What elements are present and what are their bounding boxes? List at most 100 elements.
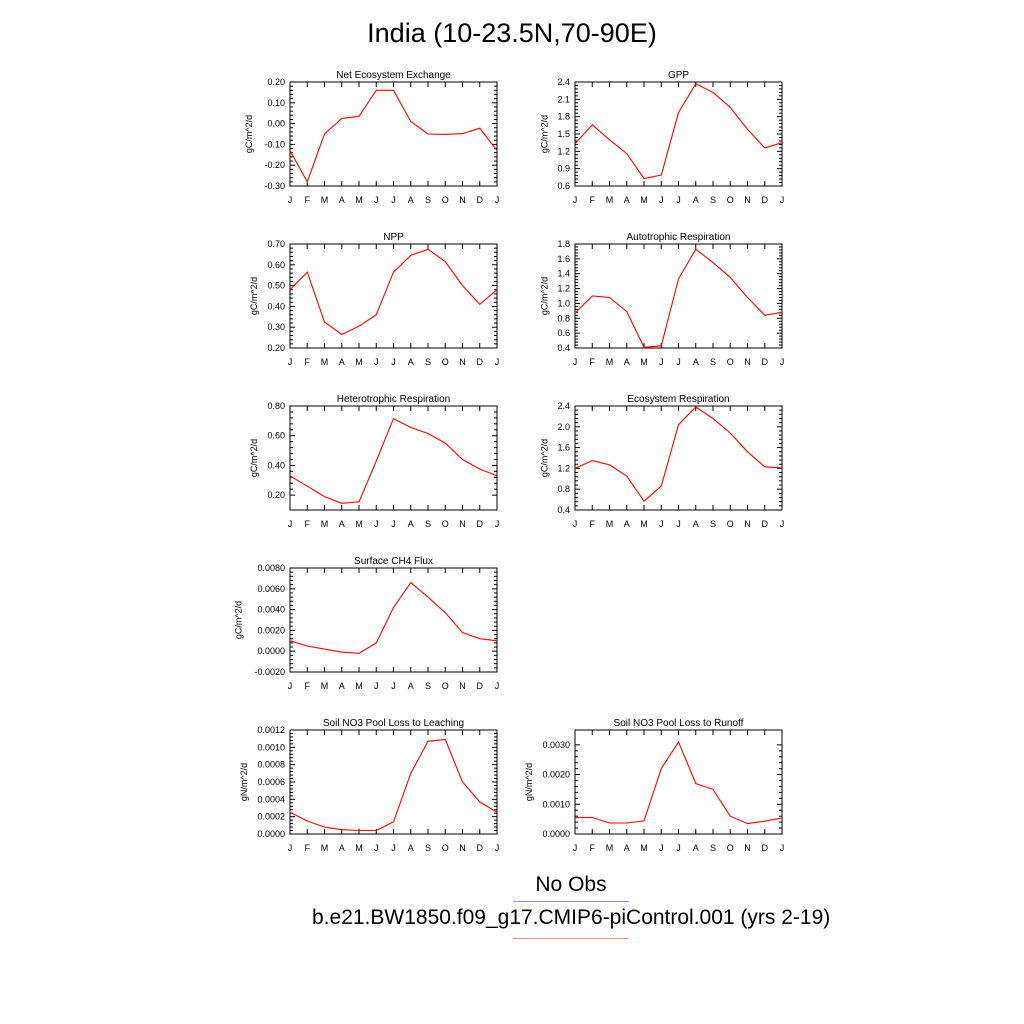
chart-panel-4: Autotrophic Respiration J F M A M J J A S O N D J 1.8 1… <box>513 230 788 379</box>
x-tick-label: A <box>624 195 630 205</box>
y-tick-label: 1.4 <box>557 269 570 279</box>
x-tick-label: J <box>573 357 578 367</box>
chart-panel-6: Ecosystem Respiration J F M A M J J A S O N D J 2.4 2.0… <box>513 392 788 541</box>
plot-frame <box>289 729 498 835</box>
x-tick-label: M <box>640 843 648 853</box>
y-tick-label: 1.2 <box>557 463 570 473</box>
y-tick-label: 0.0060 <box>257 584 285 594</box>
panel-title: Soil NO3 Pool Loss to Leaching <box>323 718 464 729</box>
y-tick-label: 0.0010 <box>257 742 285 752</box>
x-tick-label: A <box>339 357 345 367</box>
series-line <box>574 82 783 180</box>
y-tick-label: 0.8 <box>557 484 570 494</box>
y-tick-label: 1.5 <box>557 129 570 139</box>
y-tick-label: 0.80 <box>267 401 285 411</box>
legend-no-obs-label: No Obs <box>535 873 607 896</box>
panel-title: Heterotrophic Respiration <box>337 394 450 405</box>
x-tick-label: D <box>477 357 484 367</box>
y-axis-label: gC/m^2/d <box>539 277 549 315</box>
panel-title: Surface CH4 Flux <box>354 556 433 567</box>
y-tick-label: 1.6 <box>557 443 570 453</box>
y-tick-label: 0.0010 <box>542 799 570 809</box>
x-tick-label: M <box>355 357 363 367</box>
x-tick-label: S <box>710 195 716 205</box>
legend-no-obs-line <box>513 901 629 902</box>
chart-panel-3: NPP J F M A M J J A S O N D J 0.70 0.60 0.50 0.40 0.30 0.20… <box>228 230 503 379</box>
x-tick-label: J <box>676 843 681 853</box>
x-tick-label: A <box>693 843 699 853</box>
panel-title: Soil NO3 Pool Loss to Runoff <box>614 718 744 729</box>
y-tick-label: 0.40 <box>267 301 285 311</box>
x-tick-label: J <box>573 843 578 853</box>
x-tick-label: J <box>573 519 578 529</box>
chart-panel-7: Surface CH4 Flux J F M A M J J A S O N D J 0.0080 0.006… <box>228 554 503 703</box>
x-tick-label: M <box>640 519 648 529</box>
x-tick-label: S <box>710 843 716 853</box>
y-tick-label: 0.0030 <box>542 740 570 750</box>
y-tick-label: 0.20 <box>267 77 285 87</box>
plot-frame <box>574 405 783 511</box>
x-tick-label: N <box>459 357 466 367</box>
y-tick-label: 0.70 <box>267 239 285 249</box>
x-tick-label: S <box>425 195 431 205</box>
y-tick-label: 0.20 <box>267 490 285 500</box>
y-axis-label: gN/m^2/d <box>239 763 249 801</box>
y-tick-label: 0.6 <box>557 181 570 191</box>
y-axis-label: gC/m^2/d <box>249 439 259 477</box>
chart-panel-9: Soil NO3 Pool Loss to Runoff J F M A M J J A S O N D… <box>513 716 788 865</box>
x-tick-label: J <box>780 519 785 529</box>
plot-frame <box>574 729 783 835</box>
y-tick-label: 2.4 <box>557 401 570 411</box>
x-tick-label: A <box>624 519 630 529</box>
y-tick-label: 0.50 <box>267 281 285 291</box>
x-tick-label: J <box>659 195 664 205</box>
x-tick-label: A <box>339 519 345 529</box>
x-tick-label: D <box>477 843 484 853</box>
x-tick-label: D <box>762 357 769 367</box>
x-tick-label: J <box>573 195 578 205</box>
x-tick-label: J <box>374 195 379 205</box>
panel-title: Autotrophic Respiration <box>627 232 731 243</box>
x-tick-label: J <box>391 843 396 853</box>
y-tick-label: 0.4 <box>557 505 570 515</box>
x-tick-label: J <box>374 357 379 367</box>
y-tick-label: 0.10 <box>267 98 285 108</box>
legend-model-line <box>513 938 629 939</box>
x-tick-label: N <box>744 843 751 853</box>
y-tick-label: 0.0002 <box>257 812 285 822</box>
x-tick-label: D <box>477 681 484 691</box>
y-tick-label: 1.8 <box>557 112 570 122</box>
y-axis-label: gC/m^2/d <box>539 439 549 477</box>
x-tick-label: S <box>425 519 431 529</box>
series-line <box>289 89 498 184</box>
y-tick-label: 0.0006 <box>257 777 285 787</box>
y-tick-label: 0.0004 <box>257 794 285 804</box>
x-tick-label: D <box>477 519 484 529</box>
figure-title: India (10-23.5N,70-90E) <box>367 18 657 48</box>
x-tick-label: A <box>339 681 345 691</box>
x-tick-label: J <box>288 519 293 529</box>
x-tick-label: M <box>355 681 363 691</box>
x-tick-label: A <box>408 357 414 367</box>
x-tick-label: J <box>288 843 293 853</box>
x-tick-label: A <box>408 843 414 853</box>
x-tick-label: J <box>495 843 500 853</box>
x-tick-label: J <box>374 843 379 853</box>
x-tick-label: F <box>305 681 311 691</box>
y-tick-label: -0.0020 <box>254 667 285 677</box>
plot-frame <box>574 81 783 187</box>
x-tick-label: O <box>442 195 449 205</box>
x-tick-label: N <box>459 843 466 853</box>
x-tick-label: F <box>305 843 311 853</box>
y-axis-label: gC/m^2/d <box>234 601 244 639</box>
y-tick-label: 0.0080 <box>257 563 285 573</box>
y-tick-label: -0.10 <box>264 139 285 149</box>
x-tick-label: J <box>659 519 664 529</box>
y-tick-label: 0.0000 <box>257 829 285 839</box>
x-tick-label: J <box>391 357 396 367</box>
x-tick-label: F <box>590 195 596 205</box>
